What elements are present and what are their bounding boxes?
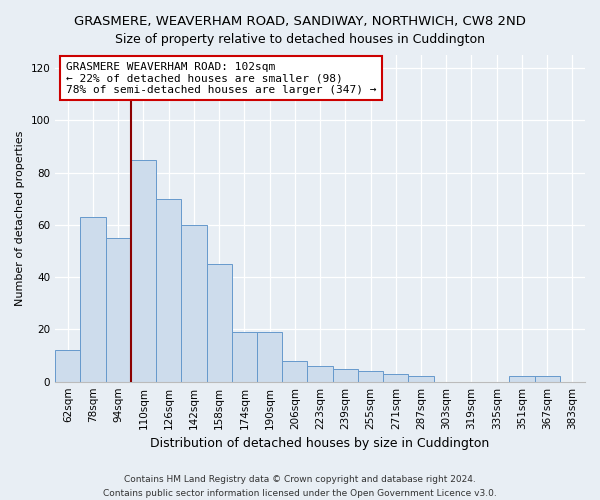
Bar bbox=[307, 366, 332, 382]
Y-axis label: Number of detached properties: Number of detached properties bbox=[15, 130, 25, 306]
Bar bbox=[535, 376, 560, 382]
Bar bbox=[358, 371, 383, 382]
Bar bbox=[131, 160, 156, 382]
Bar bbox=[282, 361, 307, 382]
Bar bbox=[55, 350, 80, 382]
Text: Contains HM Land Registry data © Crown copyright and database right 2024.
Contai: Contains HM Land Registry data © Crown c… bbox=[103, 476, 497, 498]
X-axis label: Distribution of detached houses by size in Cuddington: Distribution of detached houses by size … bbox=[151, 437, 490, 450]
Bar bbox=[106, 238, 131, 382]
Bar bbox=[232, 332, 257, 382]
Bar bbox=[383, 374, 409, 382]
Bar bbox=[156, 198, 181, 382]
Bar bbox=[206, 264, 232, 382]
Text: GRASMERE WEAVERHAM ROAD: 102sqm
← 22% of detached houses are smaller (98)
78% of: GRASMERE WEAVERHAM ROAD: 102sqm ← 22% of… bbox=[66, 62, 376, 94]
Text: Size of property relative to detached houses in Cuddington: Size of property relative to detached ho… bbox=[115, 32, 485, 46]
Bar bbox=[257, 332, 282, 382]
Bar bbox=[409, 376, 434, 382]
Text: GRASMERE, WEAVERHAM ROAD, SANDIWAY, NORTHWICH, CW8 2ND: GRASMERE, WEAVERHAM ROAD, SANDIWAY, NORT… bbox=[74, 15, 526, 28]
Bar bbox=[80, 217, 106, 382]
Bar bbox=[509, 376, 535, 382]
Bar bbox=[181, 225, 206, 382]
Bar bbox=[332, 368, 358, 382]
